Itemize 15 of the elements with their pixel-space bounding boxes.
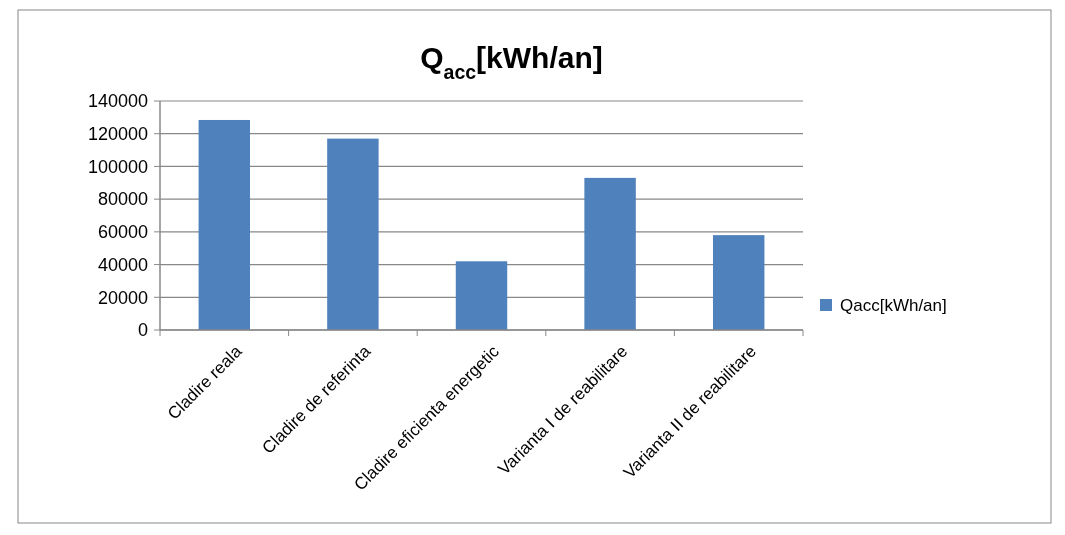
bar [327,138,379,330]
y-tick-label: 140000 [87,91,148,112]
y-tick-label: 120000 [87,124,148,145]
chart-title: Q$_{acc}$[kWh/an] [420,41,603,83]
bar [455,261,508,330]
y-tick-label: 60000 [97,222,148,243]
y-tick-label: 100000 [87,156,148,177]
bar [198,119,251,330]
y-tick-label: 40000 [97,254,148,275]
bar [584,177,636,330]
y-tick-label: 0 [137,320,148,341]
bar [712,235,765,330]
legend-label: Qacc[kWh/an] [840,295,947,315]
y-tick-label: 20000 [97,287,148,308]
y-tick-label: 80000 [97,189,148,210]
